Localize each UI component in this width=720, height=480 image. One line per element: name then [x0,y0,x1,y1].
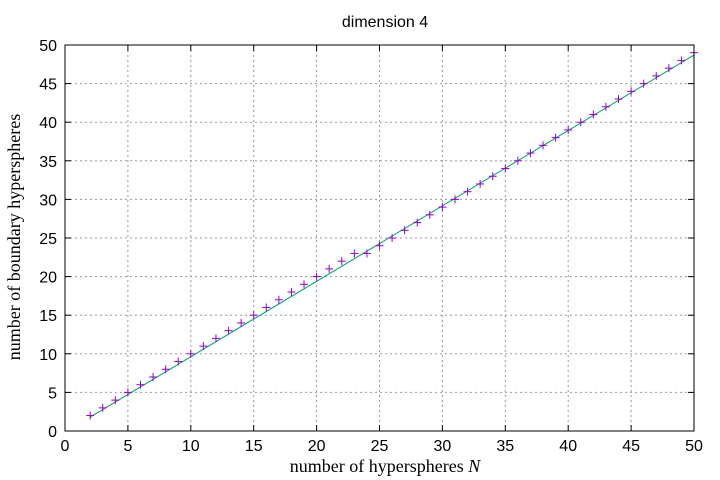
data-point [488,172,497,181]
data-point [350,249,359,258]
y-tick-label: 5 [48,385,57,402]
data-point [463,187,472,196]
data-point [161,365,170,374]
data-point [249,311,258,320]
x-axis-label: number of hyperspheres N [290,456,481,476]
data-point [174,357,183,366]
x-tick-label: 0 [61,438,70,455]
data-point [513,156,522,165]
x-tick-labels: 0 5 10 15 20 25 30 35 40 45 50 [61,438,703,455]
x-tick-label: 10 [182,438,200,455]
data-point [413,218,422,227]
plot-frame [64,44,695,432]
x-tick-label: 45 [622,438,640,455]
data-point [237,318,246,327]
y-tick-label: 20 [39,270,57,287]
data-point [627,87,636,96]
data-point [186,349,195,358]
data-point [362,249,371,258]
x-tick-label: 25 [371,438,389,455]
data-point [576,118,585,127]
data-point [388,234,397,242]
y-tick-label: 15 [39,308,57,325]
data-point [111,396,120,405]
data-points [86,48,698,420]
data-point [438,203,447,212]
data-point [224,326,233,335]
data-point [86,411,95,420]
x-tick-label: 15 [245,438,263,455]
x-axis-label-variable: N [467,456,481,476]
y-tick-labels: 0 5 10 15 20 25 30 35 40 45 50 [39,38,57,441]
data-point [664,64,673,73]
x-tick-label: 40 [559,438,577,455]
data-point [337,257,346,266]
x-tick-label: 50 [685,438,703,455]
data-point [325,264,334,273]
data-point [400,226,409,235]
y-tick-label: 50 [39,38,57,55]
data-point [123,388,132,397]
data-point [614,95,623,104]
axis-ticks [64,44,695,432]
data-point [262,303,271,312]
data-point [539,141,548,150]
x-tick-label: 30 [434,438,452,455]
data-point [300,280,309,289]
data-point [450,195,459,204]
data-point [425,210,434,219]
data-point [564,125,573,134]
data-point [312,272,321,281]
y-tick-label: 45 [39,77,57,94]
data-point [211,334,220,343]
y-tick-label: 30 [39,192,57,209]
x-tick-label: 35 [496,438,514,455]
y-tick-label: 25 [39,231,57,248]
data-point [601,102,610,111]
y-tick-label: 0 [48,424,57,441]
y-tick-label: 10 [39,347,57,364]
data-point [136,380,145,389]
data-point [274,295,283,304]
data-point [652,71,661,80]
x-tick-label: 20 [308,438,326,455]
data-point [589,110,598,119]
grid-lines [65,45,694,431]
data-point [551,133,560,142]
data-point [375,241,384,250]
chart-title: dimension 4 [342,14,428,31]
data-point [199,342,208,351]
data-point [677,56,686,65]
y-tick-label: 40 [39,115,57,132]
y-tick-label: 35 [39,154,57,171]
data-point [476,179,485,188]
data-point [639,79,648,88]
data-point [287,288,296,297]
data-point [501,164,510,173]
data-point [149,372,158,381]
x-axis-label-text: number of hyperspheres [290,456,464,476]
x-tick-label: 5 [123,438,132,455]
y-axis-label: number of boundary hyperspheres [4,114,24,360]
data-point [526,149,535,158]
data-point [98,403,107,412]
